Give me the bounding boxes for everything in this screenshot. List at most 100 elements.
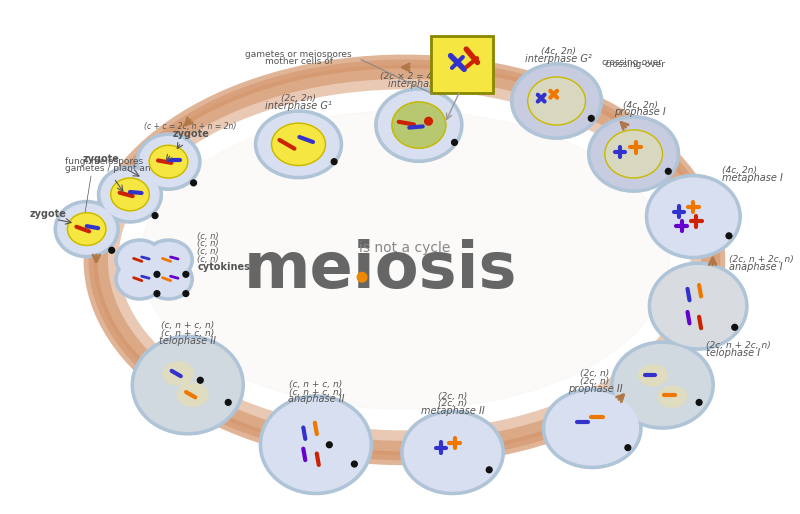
Text: meiosis: meiosis	[244, 238, 517, 301]
Text: (2c, 2n): (2c, 2n)	[281, 94, 316, 103]
Text: anaphase II: anaphase II	[287, 394, 344, 405]
Ellipse shape	[543, 389, 642, 468]
Text: (4c, 2n): (4c, 2n)	[623, 101, 658, 110]
Text: metaphase II: metaphase II	[421, 406, 485, 416]
Text: (2c, n): (2c, n)	[581, 370, 610, 378]
Text: (4c, 2n): (4c, 2n)	[722, 166, 758, 175]
Ellipse shape	[258, 114, 339, 175]
Text: (2c, n): (2c, n)	[438, 399, 467, 408]
Ellipse shape	[55, 201, 118, 257]
Ellipse shape	[646, 175, 741, 258]
Ellipse shape	[147, 243, 190, 277]
Ellipse shape	[67, 213, 106, 246]
Text: (c, n): (c, n)	[198, 240, 219, 248]
Text: (c, n): (c, n)	[198, 232, 219, 241]
Ellipse shape	[135, 339, 241, 431]
Text: prophase I: prophase I	[614, 107, 666, 117]
Ellipse shape	[649, 178, 738, 255]
Text: (c + c = 2c, n + n = 2n): (c + c = 2c, n + n = 2n)	[145, 122, 237, 131]
Ellipse shape	[511, 63, 602, 139]
Text: mother cells of: mother cells of	[265, 58, 333, 66]
Circle shape	[696, 399, 702, 406]
Ellipse shape	[98, 167, 162, 223]
FancyBboxPatch shape	[431, 36, 493, 94]
Text: crossing-over: crossing-over	[605, 60, 666, 69]
Text: interphase G²: interphase G²	[525, 53, 592, 64]
Ellipse shape	[546, 392, 638, 465]
Text: zygote: zygote	[30, 209, 66, 218]
Text: interphase G¹: interphase G¹	[265, 101, 332, 111]
Ellipse shape	[140, 111, 670, 409]
Ellipse shape	[118, 243, 161, 277]
Text: telophase II: telophase II	[159, 336, 216, 346]
Ellipse shape	[132, 336, 244, 434]
Circle shape	[154, 271, 160, 277]
Ellipse shape	[658, 386, 686, 407]
Text: (2c, n + 2c, n): (2c, n + 2c, n)	[729, 255, 794, 264]
Ellipse shape	[375, 88, 462, 162]
Ellipse shape	[145, 259, 193, 299]
Text: prophase II: prophase II	[568, 384, 622, 394]
Circle shape	[331, 159, 337, 164]
Circle shape	[154, 291, 160, 297]
Circle shape	[190, 180, 197, 186]
Text: gametes / plant and: gametes / plant and	[66, 164, 157, 173]
Ellipse shape	[405, 414, 501, 491]
Text: (2c, n + 2c, n): (2c, n + 2c, n)	[706, 341, 770, 351]
Circle shape	[152, 213, 158, 218]
Ellipse shape	[162, 362, 194, 385]
Circle shape	[486, 467, 492, 473]
Ellipse shape	[118, 262, 161, 297]
Ellipse shape	[614, 344, 710, 426]
Ellipse shape	[255, 111, 342, 178]
Text: zygote: zygote	[82, 154, 119, 163]
Circle shape	[183, 271, 189, 277]
Ellipse shape	[145, 240, 193, 280]
Text: (c, n + c, n): (c, n + c, n)	[161, 329, 214, 338]
Ellipse shape	[271, 123, 326, 166]
Text: (c, n + c, n): (c, n + c, n)	[290, 380, 342, 389]
Ellipse shape	[378, 91, 459, 159]
Ellipse shape	[150, 145, 188, 178]
Ellipse shape	[638, 365, 667, 386]
Text: (c, n): (c, n)	[198, 247, 219, 256]
Circle shape	[666, 169, 671, 174]
Circle shape	[425, 117, 432, 125]
Text: (2c × 2 = 4c, 2n): (2c × 2 = 4c, 2n)	[380, 72, 458, 81]
Ellipse shape	[137, 134, 200, 190]
Text: cytokinesis: cytokinesis	[198, 262, 259, 271]
Circle shape	[452, 139, 458, 145]
Ellipse shape	[260, 396, 372, 494]
Text: (c, n + c, n): (c, n + c, n)	[290, 388, 342, 397]
Text: (c, n): (c, n)	[198, 255, 219, 264]
Ellipse shape	[147, 262, 190, 297]
Text: zygote: zygote	[172, 128, 209, 139]
Text: (2c, n): (2c, n)	[581, 377, 610, 386]
Text: (4c, 2n): (4c, 2n)	[541, 47, 576, 56]
Circle shape	[351, 461, 358, 467]
Ellipse shape	[588, 116, 679, 192]
Ellipse shape	[605, 130, 662, 178]
Ellipse shape	[514, 66, 599, 136]
Text: metaphase I: metaphase I	[722, 173, 783, 183]
Ellipse shape	[611, 342, 714, 428]
Text: gametes or meiospores: gametes or meiospores	[246, 50, 352, 59]
Circle shape	[358, 272, 367, 282]
Text: interphase S: interphase S	[388, 79, 450, 88]
Ellipse shape	[101, 170, 159, 219]
Ellipse shape	[115, 240, 164, 280]
Text: anaphase I: anaphase I	[729, 262, 782, 271]
Text: telophase I: telophase I	[706, 348, 760, 358]
Text: (c, n + c, n): (c, n + c, n)	[161, 321, 214, 331]
Ellipse shape	[110, 178, 150, 211]
Circle shape	[109, 247, 114, 253]
Circle shape	[226, 399, 231, 406]
Ellipse shape	[402, 411, 504, 494]
Ellipse shape	[392, 102, 446, 148]
Ellipse shape	[649, 263, 747, 350]
Circle shape	[326, 442, 332, 448]
Ellipse shape	[177, 383, 208, 406]
Text: fungi meiospores: fungi meiospores	[66, 157, 144, 166]
Text: crossing-over: crossing-over	[602, 59, 663, 67]
Circle shape	[726, 233, 732, 238]
